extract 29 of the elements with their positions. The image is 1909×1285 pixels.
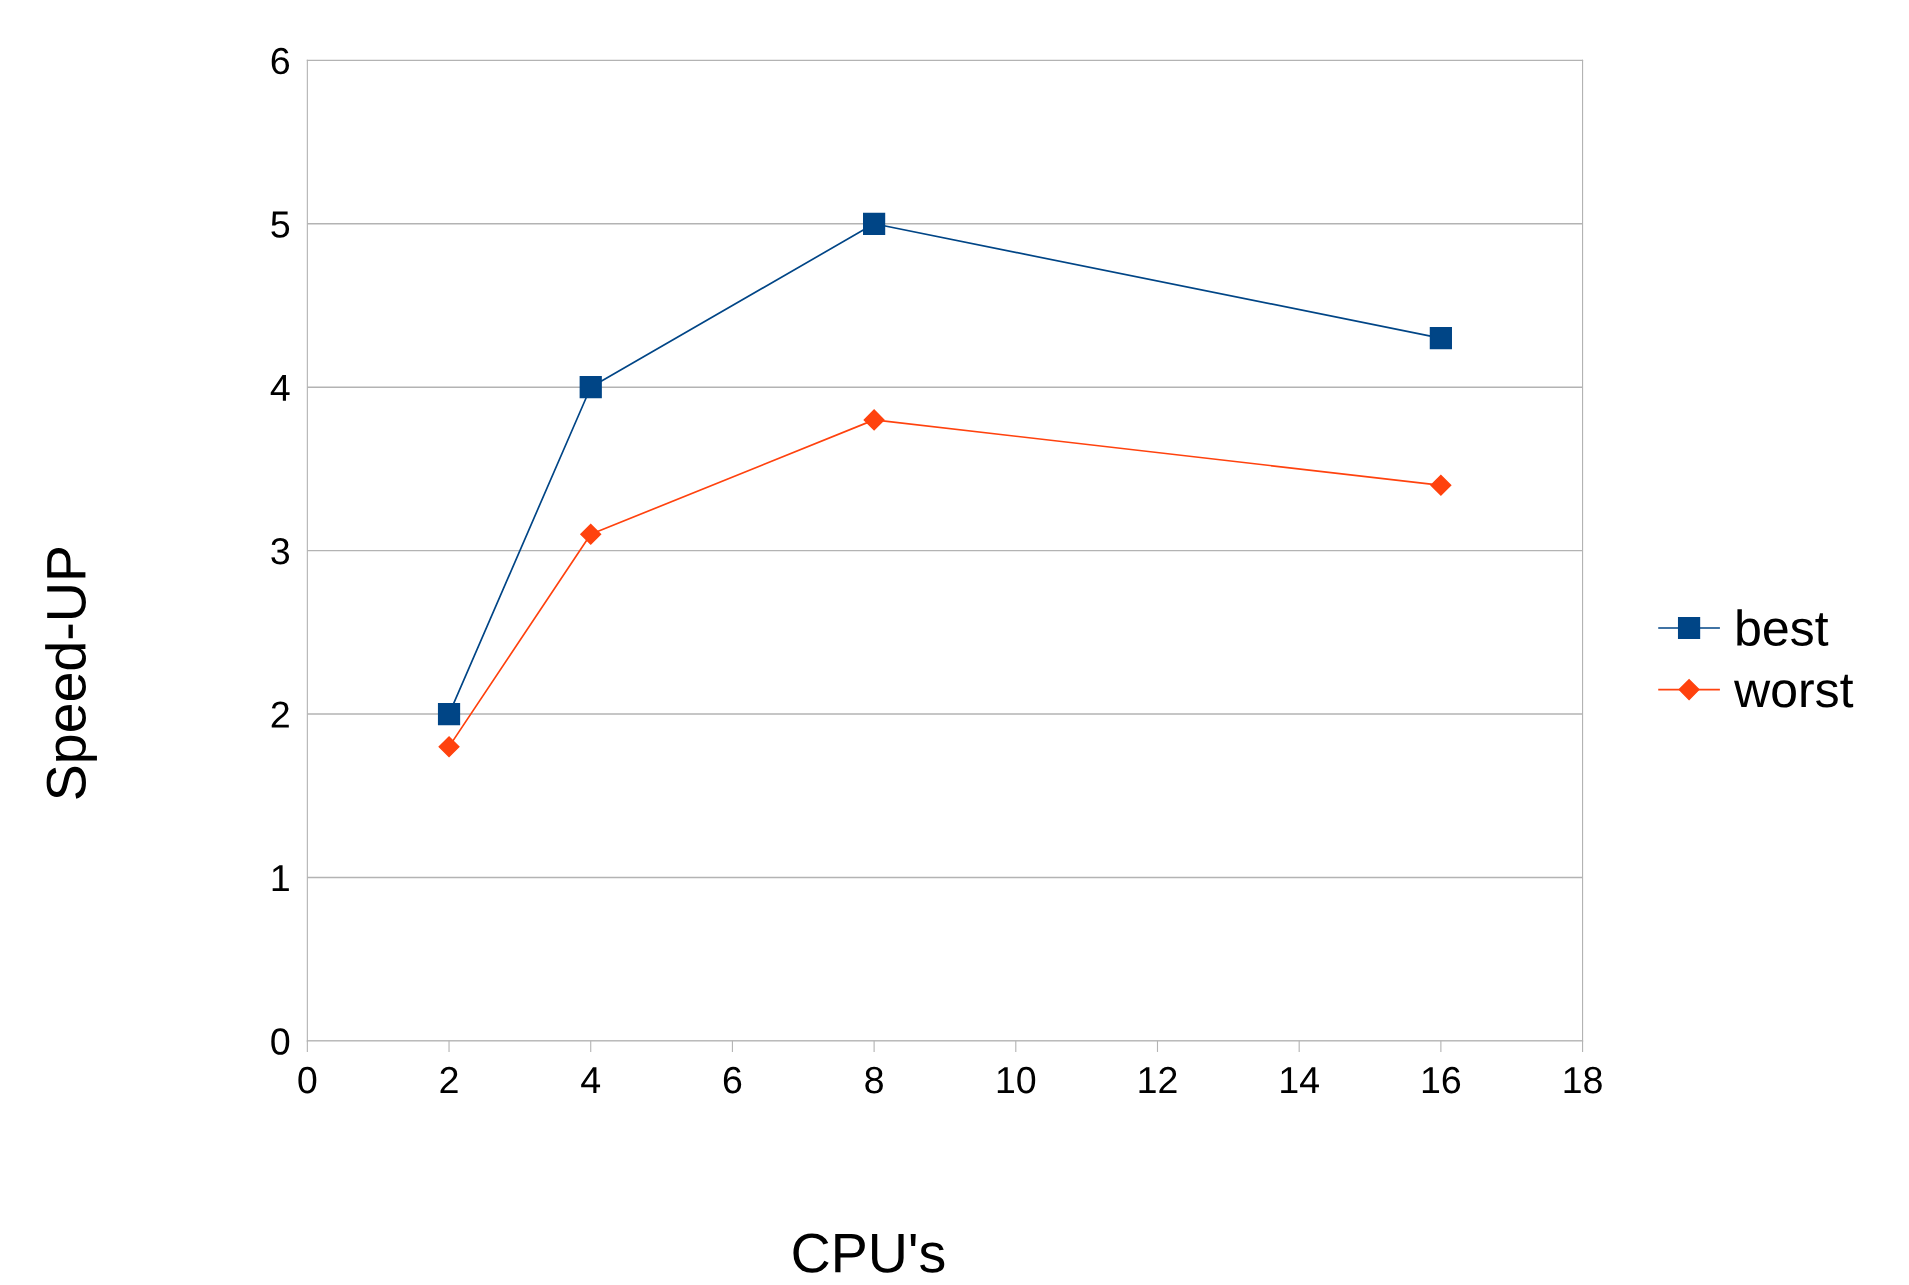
y-tick-label: 1 [272,865,289,892]
point [1430,474,1452,496]
x-axis-title: CPU's [793,1233,945,1273]
point [438,736,460,758]
point [863,409,885,431]
point [437,702,461,726]
y-tick-label: 6 [271,47,290,75]
x-tick-label: 0 [298,1066,317,1094]
point [580,523,602,545]
x-tick-label: 10 [997,1066,1036,1094]
point [1429,327,1452,350]
point [862,212,886,235]
y-tick-label: 3 [271,538,290,565]
legend-label: best [1737,609,1829,646]
x-tick-label: 2 [440,1066,458,1094]
point [579,376,602,399]
x-tick-label: 18 [1564,1066,1602,1094]
x-tick-label: 6 [723,1066,742,1094]
y-tick-label: 2 [271,701,289,728]
y-tick-label: 4 [270,375,290,401]
x-tick-label: 4 [581,1067,601,1094]
x-tick-label: 12 [1139,1066,1177,1094]
x-tick-label: 16 [1422,1066,1461,1094]
x-tick-label: 8 [865,1066,883,1094]
y-tick-label: 5 [271,211,290,238]
y-tick-label: 0 [271,1028,290,1055]
y-axis-title: Speed-UP [45,547,97,799]
legend-label: worst [1734,674,1854,708]
x-tick-label: 14 [1281,1067,1319,1094]
